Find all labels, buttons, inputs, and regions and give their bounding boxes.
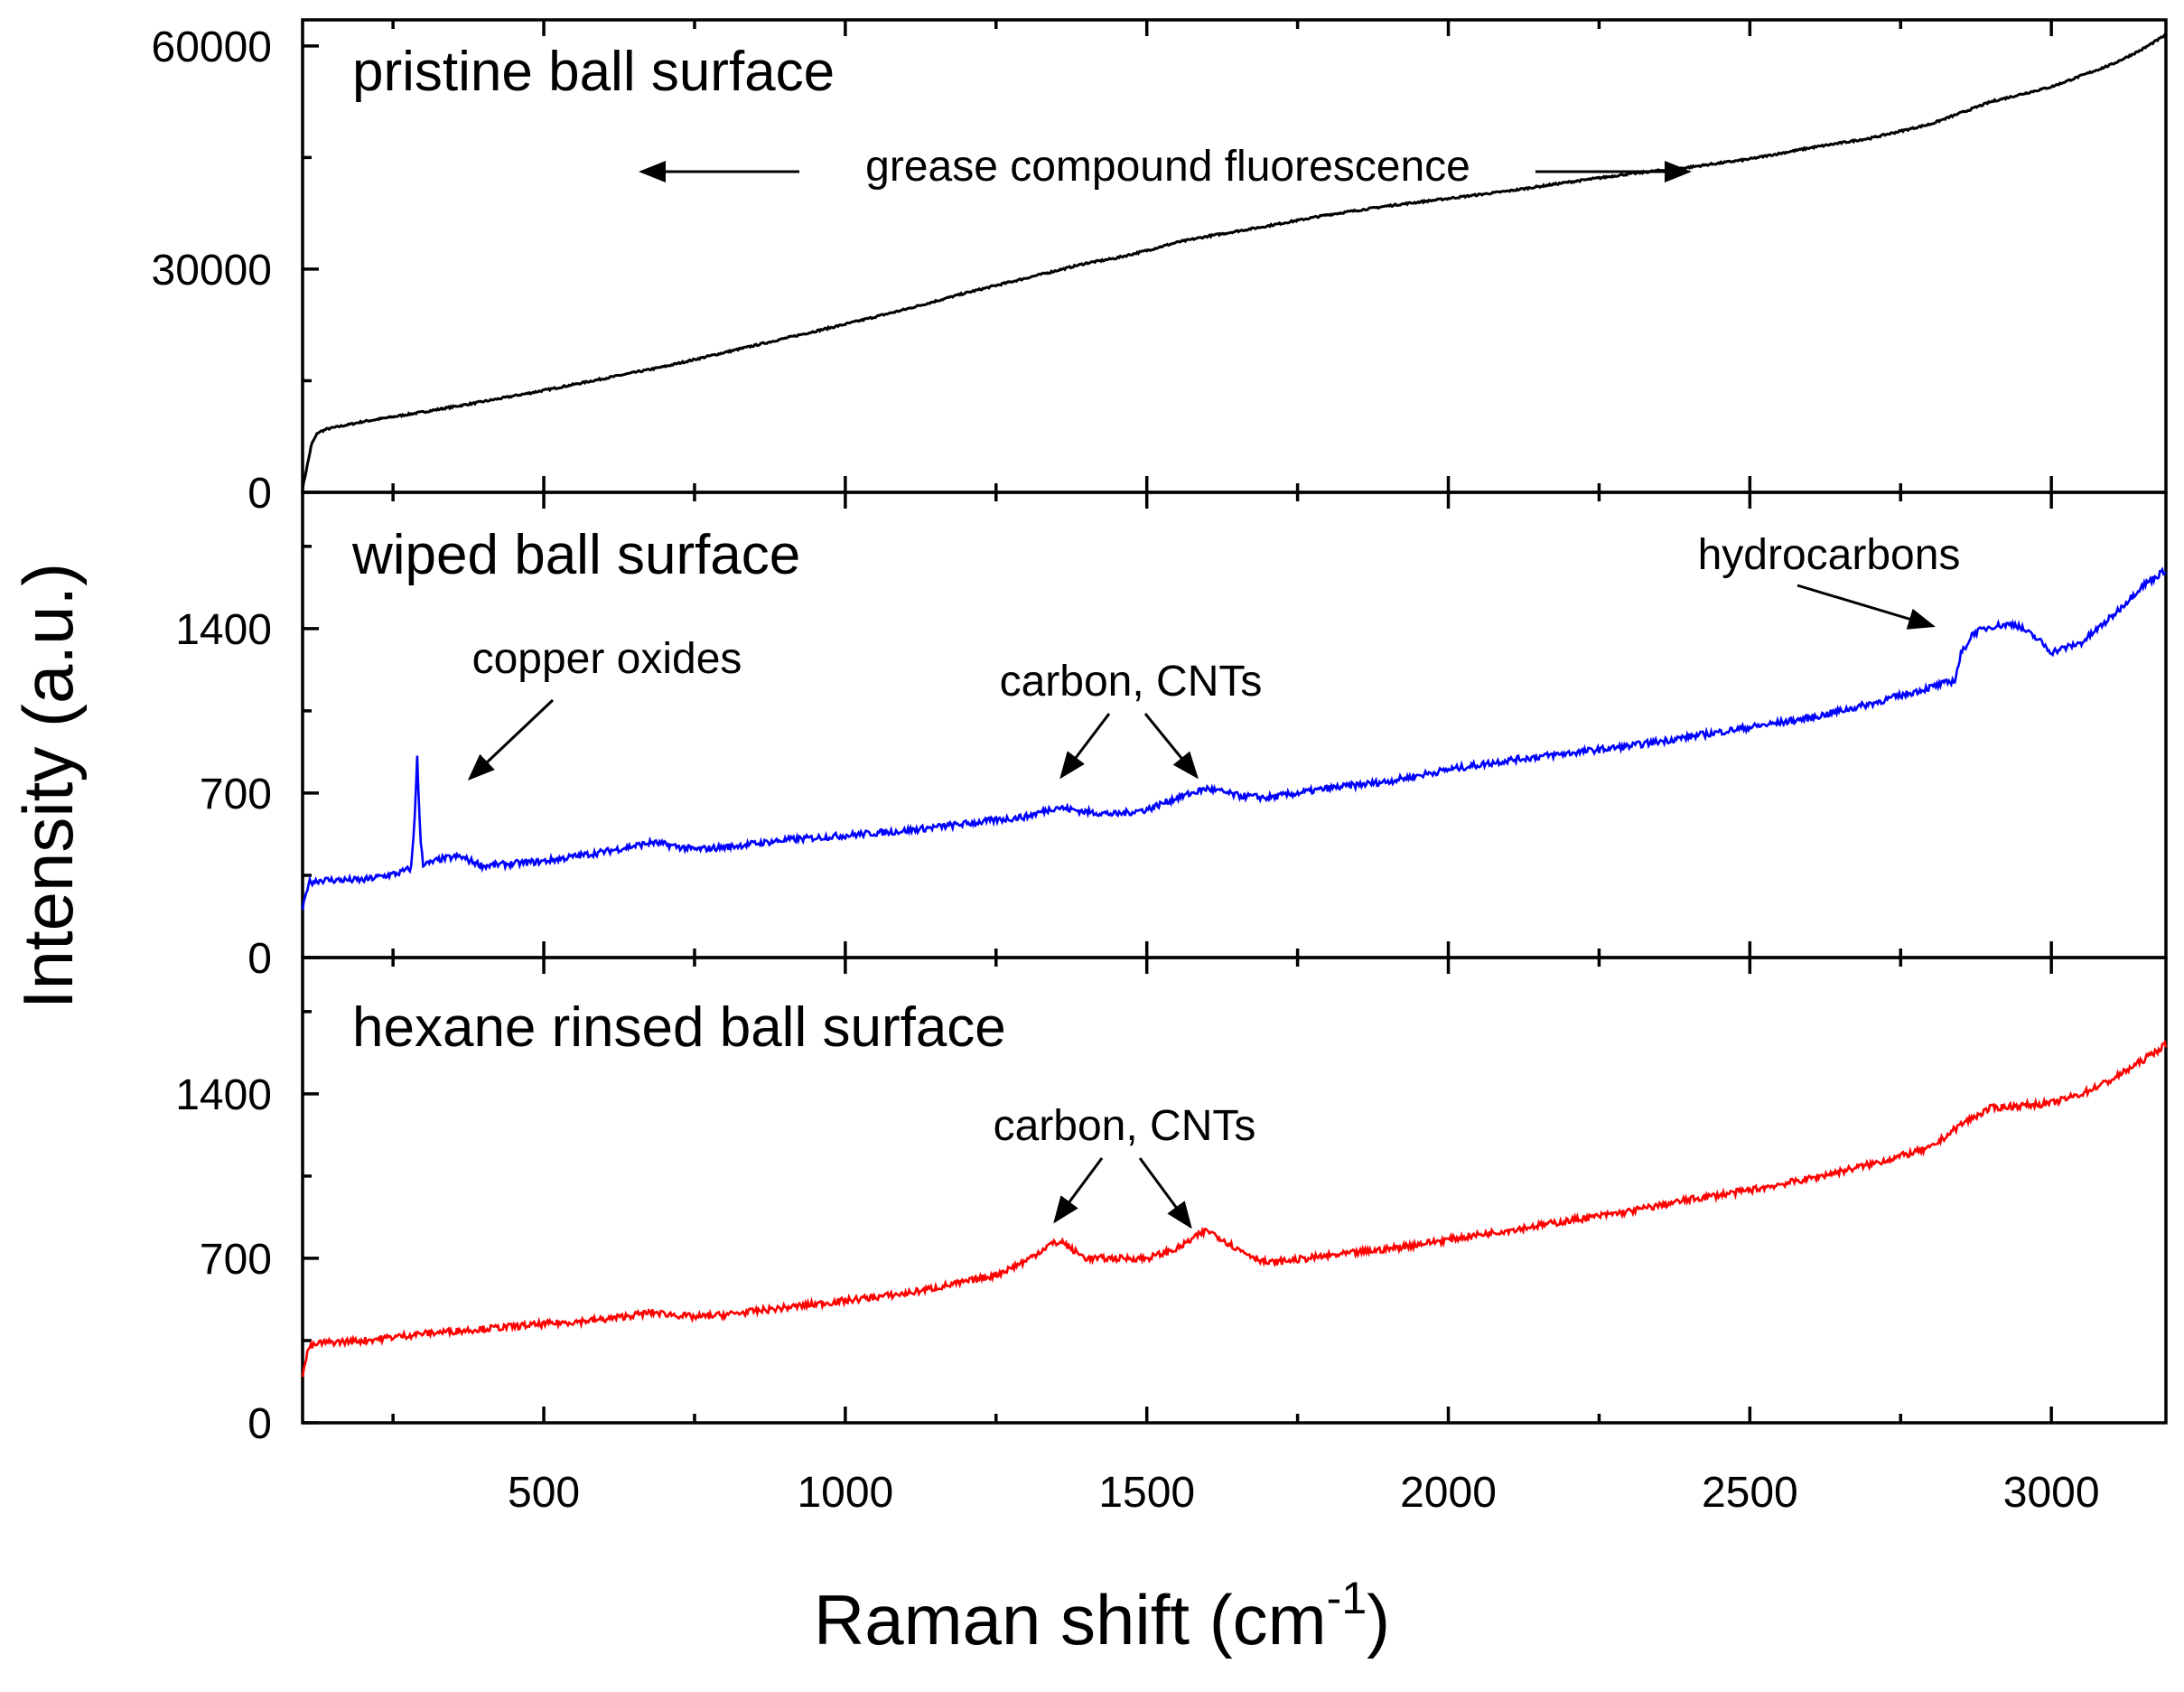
y-tick-label: 0	[247, 935, 272, 983]
y-tick-label: 0	[247, 1400, 272, 1448]
annotation-arrow	[1053, 1157, 1104, 1224]
panel-3: 0 700 1400 hexane rinsed ball surface carbon…	[175, 956, 2168, 1448]
panel-1: 0 30000 60000 pristine ball surface grease c…	[152, 18, 2168, 518]
annotation-arrow	[1797, 584, 1936, 630]
x-tick-label: 2000	[1400, 1469, 1497, 1517]
annotation-arrow	[467, 698, 555, 781]
annotation-arrow	[1059, 713, 1111, 780]
x-axis-label-sup: -1	[1327, 1573, 1367, 1623]
annotation-label: carbon, CNTs	[994, 1102, 1256, 1150]
y-axis-label: Intensity (a.u.)	[8, 563, 88, 1009]
x-tick-label: 2500	[1702, 1469, 1798, 1517]
y-tick-label: 0	[247, 470, 272, 518]
x-axis-label-main: Raman shift (cm	[814, 1580, 1327, 1659]
spectrum-line-1	[301, 33, 2167, 491]
x-axis: 500 1000 1500 2000 2500 3000	[508, 1469, 2100, 1517]
y-tick-label: 700	[200, 771, 272, 818]
panel-title: hexane rinsed ball surface	[352, 996, 1006, 1059]
y-tick-label: 1400	[175, 606, 272, 654]
panel-2: 0 700 1400 wiped ball surface copper oxides c…	[175, 491, 2168, 983]
spectrum-line-3	[301, 1040, 2168, 1378]
x-tick-label: 1000	[797, 1469, 893, 1517]
annotation-arrow	[1143, 713, 1199, 780]
x-tick-label: 1500	[1098, 1469, 1195, 1517]
annotation-label: hydrocarbons	[1698, 531, 1961, 579]
panel-title: wiped ball surface	[351, 524, 800, 586]
annotation-label: copper oxides	[472, 635, 742, 683]
y-tick-label: 700	[200, 1236, 272, 1284]
y-tick-label: 30000	[152, 247, 272, 294]
annotation-label: grease compound fluorescence	[865, 143, 1470, 191]
panel-title: pristine ball surface	[352, 41, 835, 103]
annotation-label: carbon, CNTs	[1000, 658, 1263, 706]
x-axis-label: Raman shift (cm-1)	[814, 1573, 1390, 1659]
annotation-arrow	[1138, 1157, 1192, 1229]
x-tick-label: 500	[508, 1469, 580, 1517]
y-tick-label: 60000	[152, 23, 272, 71]
y-tick-label: 1400	[175, 1071, 272, 1119]
panel-frame	[301, 956, 2168, 1425]
panels-layer: 0 30000 60000 pristine ball surface grease c…	[152, 18, 2168, 1448]
x-tick-label: 3000	[2003, 1469, 2100, 1517]
x-axis-label-close: )	[1367, 1580, 1390, 1659]
spectrum-line-2	[301, 566, 2167, 911]
